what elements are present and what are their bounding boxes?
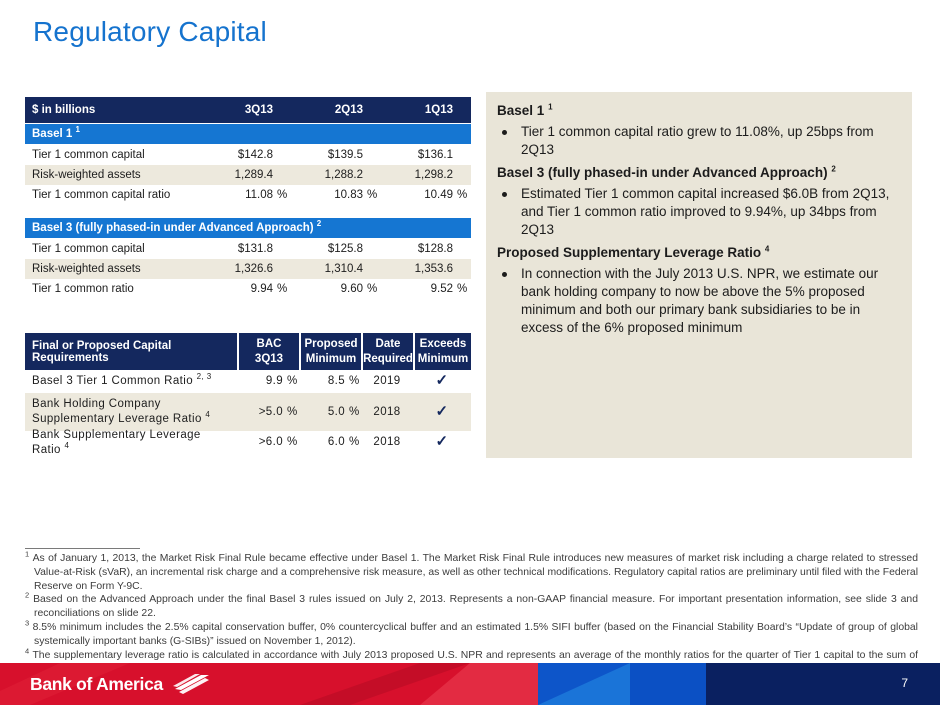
logo-text: Bank of America xyxy=(30,673,163,694)
table-row: Bank Supplementary Leverage Ratio 4 >6.0… xyxy=(32,428,449,456)
table-row: Tier 1 common ratio 9.94% 9.60% 9.52% xyxy=(32,283,468,295)
unit-header: $ in billions xyxy=(32,104,96,116)
footnote-1: 1 As of January 1, 2013, the Market Risk… xyxy=(25,549,918,592)
table-row: Risk-weighted assets 1,289.4 1,288.2 1,2… xyxy=(25,165,471,185)
bullet-icon xyxy=(502,191,507,197)
basel1-table: $ in billions 3Q13 2Q13 1Q13 Basel 1 1 T… xyxy=(25,97,471,205)
requirements-table-header: Final or Proposed Capital Requirements B… xyxy=(25,333,471,370)
table-row: Tier 1 common capital $131.8 $125.8 $128… xyxy=(32,243,453,255)
table-row: Basel 3 Tier 1 Common Ratio 2, 3 9.9% 8.… xyxy=(32,372,449,390)
capital-requirements-table: Final or Proposed Capital Requirements B… xyxy=(25,333,471,456)
page-title: Regulatory Capital xyxy=(33,16,267,47)
basel1-table-header: $ in billions 3Q13 2Q13 1Q13 xyxy=(25,97,471,124)
col-header-1q13: 1Q13 xyxy=(424,104,453,116)
basel3-table: Basel 3 (fully phased-in under Advanced … xyxy=(25,218,471,299)
commentary-heading-slr: Proposed Supplementary Leverage Ratio 4 xyxy=(497,244,770,260)
bank-of-america-logo: Bank of America xyxy=(30,673,209,695)
footnote-3: 3 8.5% minimum includes the 2.5% capital… xyxy=(25,618,918,647)
basel3-section-header: Basel 3 (fully phased-in under Advanced … xyxy=(25,218,471,239)
footer-bar: Bank of America 7 xyxy=(0,663,940,705)
page-number: 7 xyxy=(901,676,908,690)
footnotes: 1 As of January 1, 2013, the Market Risk… xyxy=(25,548,918,676)
table-row: Risk-weighted assets 1,326.6 1,310.4 1,3… xyxy=(25,259,471,279)
commentary-panel: Basel 1 1 Tier 1 common capital ratio gr… xyxy=(486,92,912,458)
bullet-icon xyxy=(502,130,507,135)
footnote-divider xyxy=(25,548,140,549)
check-icon: ✓ xyxy=(435,433,449,451)
commentary-bullet: Estimated Tier 1 common capital increase… xyxy=(497,185,900,239)
bullet-icon xyxy=(502,271,507,277)
col-header-2q13: 2Q13 xyxy=(334,104,363,116)
table-row: Bank Holding Company Supplementary Lever… xyxy=(25,393,471,431)
table-row: Tier 1 common capital ratio 11.08% 10.83… xyxy=(32,189,468,201)
footnote-2: 2 Based on the Advanced Approach under t… xyxy=(25,591,918,620)
col-header-3q13: 3Q13 xyxy=(244,104,273,116)
basel1-section-header: Basel 1 1 xyxy=(25,124,471,145)
check-icon: ✓ xyxy=(435,372,449,390)
flag-icon xyxy=(172,674,209,694)
commentary-heading-basel3: Basel 3 (fully phased-in under Advanced … xyxy=(497,164,836,180)
table-row: Tier 1 common capital $142.8 $139.5 $136… xyxy=(32,149,453,161)
footer-background xyxy=(0,663,940,705)
commentary-heading-basel1: Basel 1 1 xyxy=(497,102,553,118)
commentary-bullet: Tier 1 common capital ratio grew to 11.0… xyxy=(497,123,900,159)
commentary-bullet: In connection with the July 2013 U.S. NP… xyxy=(497,265,900,337)
check-icon: ✓ xyxy=(435,402,449,420)
